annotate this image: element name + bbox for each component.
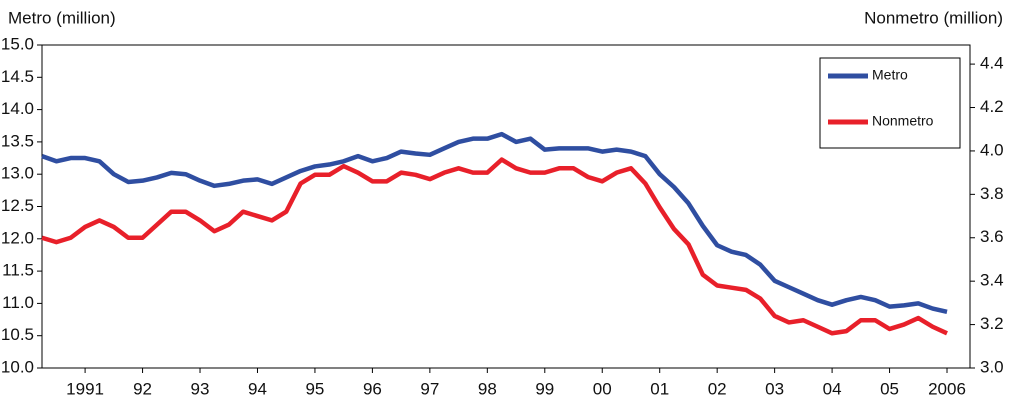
y-tick-label: 13.0 [1, 164, 34, 183]
x-tick-label: 2006 [928, 379, 966, 398]
y-tick-label: 10.0 [1, 357, 34, 376]
legend-box [819, 57, 961, 149]
y-tick-label: 15.0 [1, 34, 34, 53]
y-tick-label: 10.5 [1, 325, 34, 344]
x-tick-label: 03 [765, 379, 784, 398]
y2-tick-label: 3.2 [980, 314, 1004, 333]
y2-tick-label: 3.6 [980, 227, 1004, 246]
y-tick-label: 14.5 [1, 67, 34, 86]
y2-tick-label: 3.8 [980, 184, 1004, 203]
y-axis-label: Metro (million) [8, 8, 116, 27]
x-tick-label: 98 [478, 379, 497, 398]
series-line [41, 157, 948, 336]
x-tick-label: 96 [363, 379, 382, 398]
x-tick-label: 1991 [66, 379, 104, 398]
x-tick-label: 95 [305, 379, 324, 398]
y2-axis-label: Nonmetro (million) [864, 8, 1003, 27]
x-tick-label: 04 [823, 379, 842, 398]
x-tick-label: 92 [133, 379, 152, 398]
y2-tick-label: 3.4 [980, 271, 1004, 290]
y-tick-label: 14.0 [1, 99, 34, 118]
x-tick-label: 94 [248, 379, 267, 398]
x-tick-label: 99 [535, 379, 554, 398]
x-tick-label: 02 [708, 379, 727, 398]
series-line [41, 131, 948, 314]
y-tick-label: 11.0 [2, 293, 34, 312]
y2-tick-label: 4.0 [980, 140, 1004, 159]
x-tick-label: 97 [420, 379, 439, 398]
y-tick-label: 11.5 [2, 261, 34, 280]
x-tick-label: 05 [880, 379, 899, 398]
y2-tick-label: 3.0 [980, 357, 1004, 376]
legend-label: Nonmetro [872, 113, 934, 129]
y-tick-label: 13.5 [1, 131, 34, 150]
legend-label: Metro [872, 67, 908, 83]
x-tick-label: 00 [593, 379, 612, 398]
x-tick-label: 01 [650, 379, 669, 398]
y2-tick-label: 4.4 [980, 54, 1004, 73]
y-tick-label: 12.0 [1, 228, 34, 247]
x-tick-label: 93 [191, 379, 210, 398]
y-tick-label: 12.5 [1, 196, 34, 215]
y2-tick-label: 4.2 [980, 97, 1004, 116]
